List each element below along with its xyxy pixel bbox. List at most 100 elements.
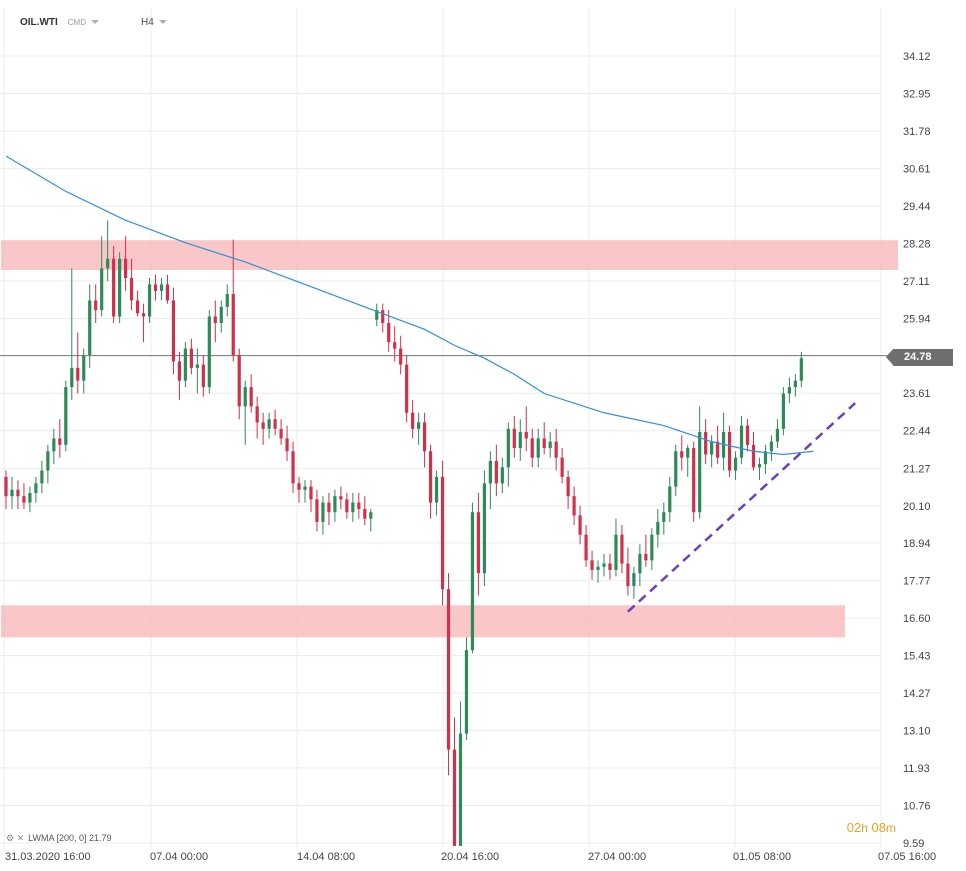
candle-body[interactable] <box>739 425 744 458</box>
candle-body[interactable] <box>674 451 678 487</box>
candle-body[interactable] <box>237 355 241 407</box>
candle-body[interactable] <box>793 380 797 388</box>
candle-body[interactable] <box>165 284 170 301</box>
candle-body[interactable] <box>423 422 427 452</box>
instrument-header[interactable]: OIL.WTI CMD <box>20 17 99 29</box>
candle-body[interactable] <box>345 499 349 513</box>
candle-body[interactable] <box>626 563 630 587</box>
candle-body[interactable] <box>727 432 732 471</box>
candle-body[interactable] <box>118 258 122 317</box>
candle-body[interactable] <box>273 419 277 429</box>
candle-body[interactable] <box>70 367 74 388</box>
candle-body[interactable] <box>106 258 110 269</box>
candle-body[interactable] <box>141 313 146 317</box>
candle-body[interactable] <box>692 448 696 513</box>
chevron-down-icon[interactable] <box>158 20 167 25</box>
candle-body[interactable] <box>267 419 271 429</box>
candle-body[interactable] <box>381 310 385 323</box>
candle-body[interactable] <box>129 278 134 301</box>
candle-body[interactable] <box>171 300 176 362</box>
candle-body[interactable] <box>710 441 714 455</box>
candle-body[interactable] <box>458 733 463 846</box>
candle-body[interactable] <box>189 348 193 368</box>
candle-body[interactable] <box>327 502 331 513</box>
chevron-down-icon[interactable] <box>91 20 99 25</box>
candle-body[interactable] <box>405 364 409 413</box>
candle-body[interactable] <box>554 441 558 458</box>
candle-body[interactable] <box>590 560 594 570</box>
candle-body[interactable] <box>411 412 415 429</box>
candle-body[interactable] <box>321 502 325 522</box>
candle-body[interactable] <box>393 342 397 349</box>
candle-body[interactable] <box>440 476 445 590</box>
candle-body[interactable] <box>452 749 457 846</box>
candle-body[interactable] <box>34 483 38 493</box>
candle-body[interactable] <box>417 422 421 429</box>
candle-body[interactable] <box>147 284 152 317</box>
resistance-support-zone[interactable] <box>1 240 898 270</box>
candle-body[interactable] <box>524 432 528 439</box>
candle-body[interactable] <box>76 367 80 381</box>
candle-body[interactable] <box>769 441 774 452</box>
candle-body[interactable] <box>536 438 540 458</box>
candle-body[interactable] <box>363 509 367 519</box>
candle-body[interactable] <box>159 284 164 291</box>
candle-body[interactable] <box>470 512 475 651</box>
candle-body[interactable] <box>303 486 307 490</box>
candle-body[interactable] <box>763 451 768 465</box>
candle-body[interactable] <box>464 650 469 734</box>
candle-body[interactable] <box>183 348 187 381</box>
candle-body[interactable] <box>52 438 56 452</box>
candle-body[interactable] <box>135 300 140 314</box>
candle-body[interactable] <box>124 258 128 279</box>
candle-body[interactable] <box>488 460 492 484</box>
candle-body[interactable] <box>16 489 20 497</box>
lwma-line[interactable] <box>5 155 814 456</box>
candle-body[interactable] <box>315 499 319 522</box>
candle-body[interactable] <box>512 428 516 449</box>
candle-body[interactable] <box>434 476 439 503</box>
candle-body[interactable] <box>757 464 762 468</box>
candle-body[interactable] <box>213 316 217 323</box>
candle-body[interactable] <box>207 316 211 388</box>
candle-body[interactable] <box>40 470 44 484</box>
candle-body[interactable] <box>578 515 582 535</box>
candle-body[interactable] <box>530 438 534 458</box>
settings-close-icon[interactable]: ⚙ ✕ <box>6 833 25 843</box>
candle-body[interactable] <box>781 393 785 429</box>
candle-body[interactable] <box>333 496 337 513</box>
candle-body[interactable] <box>614 534 618 570</box>
candle-body[interactable] <box>799 358 803 381</box>
candle-body[interactable] <box>584 534 588 561</box>
candle-body[interactable] <box>650 534 654 561</box>
candle-body[interactable] <box>638 553 642 574</box>
candle-body[interactable] <box>177 361 182 381</box>
candle-body[interactable] <box>662 512 666 522</box>
candle-body[interactable] <box>369 512 373 519</box>
candle-body[interactable] <box>249 387 253 407</box>
candle-body[interactable] <box>656 521 660 535</box>
candle-body[interactable] <box>560 457 564 477</box>
candle-body[interactable] <box>375 310 379 320</box>
candle-body[interactable] <box>428 451 433 503</box>
candle-body[interactable] <box>100 268 104 311</box>
candle-body[interactable] <box>745 425 750 445</box>
candle-body[interactable] <box>28 492 32 503</box>
candle-body[interactable] <box>668 486 672 513</box>
candle-body[interactable] <box>46 451 50 471</box>
candle-body[interactable] <box>153 284 158 291</box>
candle-body[interactable] <box>751 444 756 468</box>
candle-body[interactable] <box>482 483 486 574</box>
candle-body[interactable] <box>596 566 600 570</box>
candle-body[interactable] <box>201 364 205 388</box>
candle-body[interactable] <box>231 294 235 356</box>
candle-body[interactable] <box>494 460 498 484</box>
trendline-dashed[interactable] <box>627 402 857 613</box>
candle-body[interactable] <box>775 428 780 442</box>
candle-body[interactable] <box>219 306 223 323</box>
candle-body[interactable] <box>82 355 86 381</box>
candle-body[interactable] <box>112 258 116 317</box>
candle-body[interactable] <box>387 322 391 343</box>
candle-body[interactable] <box>58 438 62 445</box>
